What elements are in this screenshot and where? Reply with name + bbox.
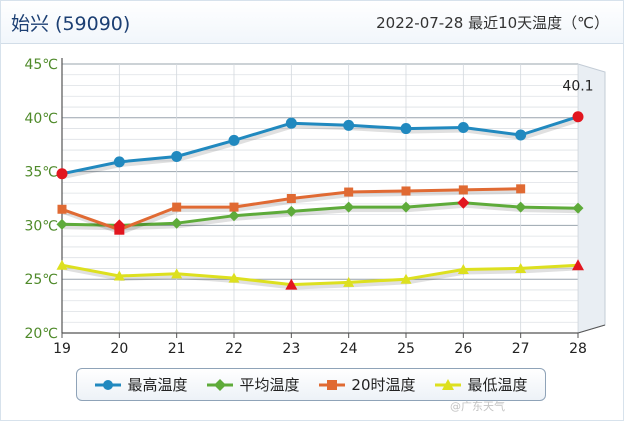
data-point (56, 218, 68, 230)
legend-item: 最低温度 (434, 374, 527, 395)
data-point (457, 121, 469, 133)
y-tick-label: 25℃ (24, 272, 58, 288)
data-point (344, 187, 354, 197)
legend-label: 最低温度 (467, 376, 528, 394)
x-tick-label: 20 (110, 341, 128, 357)
data-point (171, 268, 183, 279)
station-title: 始兴 (59090) (11, 13, 131, 35)
chart-legend: 最高温度 平均温度 20时温度 最低温度 (76, 368, 546, 401)
plot-side-wall (577, 63, 606, 334)
series-3 (57, 184, 526, 235)
data-label: 40.1 (562, 79, 593, 95)
legend-marker (442, 378, 455, 390)
series-line (61, 201, 579, 227)
data-point (515, 201, 527, 213)
data-point (113, 156, 125, 168)
series-line-shadow (63, 266, 581, 290)
data-point (56, 259, 68, 270)
y-tick-label: 35℃ (24, 165, 58, 181)
data-point (285, 205, 297, 217)
y-tick-label: 30℃ (24, 218, 58, 234)
data-point (572, 111, 584, 123)
data-point (228, 272, 240, 283)
watermark: @广东天气 (450, 400, 505, 413)
data-point (401, 186, 411, 196)
data-point (400, 273, 412, 284)
data-point (458, 185, 468, 195)
data-point (172, 202, 182, 212)
series-line (61, 115, 579, 176)
data-point (457, 264, 469, 275)
legend-label: 平均温度 (239, 376, 300, 394)
series-2 (56, 196, 584, 232)
data-point (57, 204, 67, 214)
y-tick-label: 20℃ (24, 326, 58, 342)
data-point (400, 201, 412, 213)
x-tick-label: 24 (340, 341, 358, 357)
legend-item: 最高温度 (94, 374, 187, 395)
data-point (457, 196, 470, 209)
chart-subtitle: 2022-07-28 最近10天温度（℃） (376, 14, 609, 32)
series-1 (56, 111, 584, 180)
legend-label: 最高温度 (127, 376, 188, 394)
x-tick-label: 25 (397, 341, 415, 357)
series-line-shadow (63, 203, 581, 231)
data-point (229, 202, 239, 212)
series-line-shadow (63, 117, 581, 179)
data-point (572, 202, 584, 214)
legend-marker (103, 379, 114, 390)
x-axis-depth (577, 324, 606, 334)
data-point (114, 224, 125, 235)
data-point (516, 184, 526, 194)
legend-item: 平均温度 (206, 374, 299, 395)
chart-header: 始兴 (59090) 2022-07-28 最近10天温度（℃） (1, 1, 623, 44)
x-tick-label: 22 (225, 341, 243, 357)
x-tick-label: 28 (569, 341, 587, 357)
data-point (285, 278, 298, 290)
x-tick-label: 23 (282, 341, 300, 357)
series-line (61, 263, 579, 287)
legend-marker-icon (435, 378, 462, 390)
x-tick-label: 26 (454, 341, 472, 357)
series-4 (56, 259, 584, 290)
data-point (171, 151, 183, 163)
legend-marker-icon (95, 379, 122, 390)
data-point (286, 194, 296, 203)
legend-marker (214, 378, 227, 391)
y-tick-label: 40℃ (24, 111, 58, 127)
data-point (515, 129, 527, 141)
x-tick-label: 27 (512, 341, 530, 357)
legend-item: 20时温度 (318, 374, 416, 395)
data-point (572, 259, 584, 271)
data-point (400, 123, 412, 135)
data-point (228, 134, 240, 146)
data-point (113, 270, 125, 281)
data-point (515, 262, 527, 273)
data-point (171, 217, 183, 229)
data-point (343, 276, 355, 287)
data-point (228, 210, 240, 222)
x-tick-label: 21 (168, 341, 186, 357)
y-tick-label: 45℃ (24, 57, 58, 73)
legend-marker (327, 379, 338, 390)
data-point (343, 201, 355, 213)
data-point (285, 117, 297, 129)
x-tick-label: 19 (53, 341, 71, 357)
data-point (343, 119, 355, 131)
legend-marker-icon (319, 379, 346, 390)
legend-marker-icon (207, 378, 234, 391)
data-point (56, 168, 68, 180)
plot-area (62, 64, 578, 333)
legend-label: 20时温度 (351, 376, 416, 394)
